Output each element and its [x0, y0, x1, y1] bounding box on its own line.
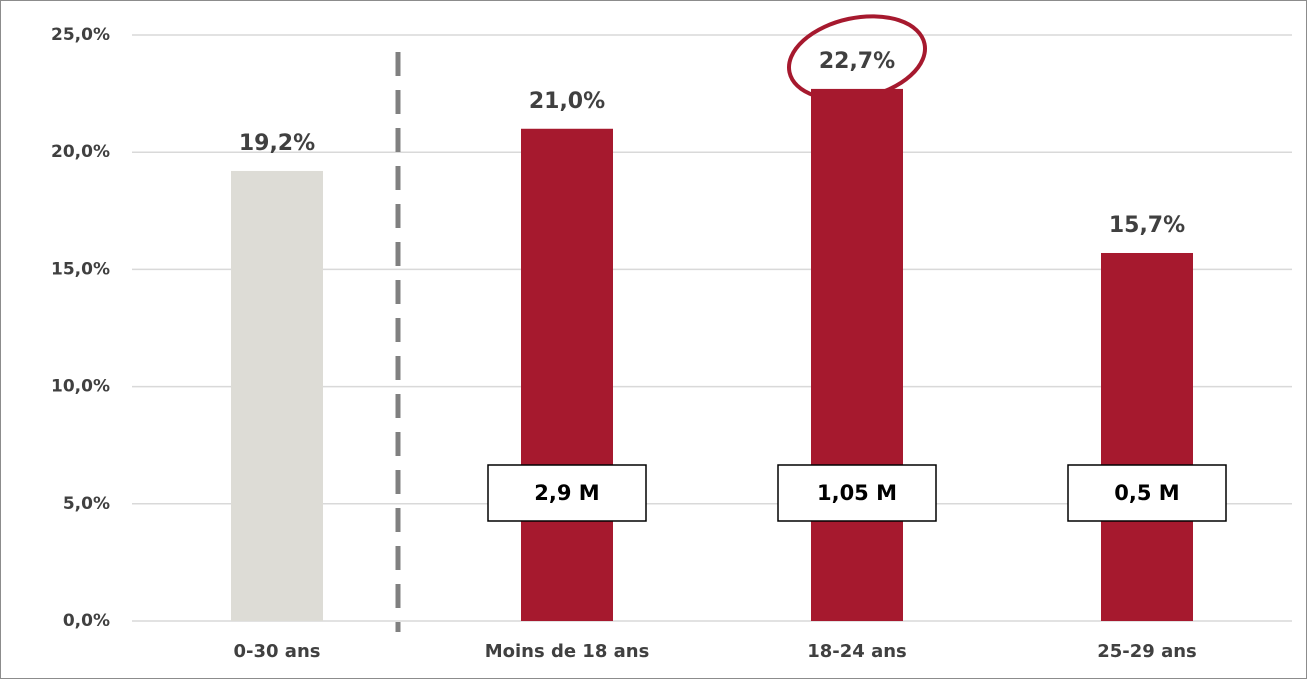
bar — [811, 88, 903, 622]
x-tick-label: Moins de 18 ans — [485, 641, 650, 662]
bar — [231, 170, 323, 621]
x-tick-label: 25-29 ans — [1097, 641, 1197, 662]
x-tick-label: 18-24 ans — [807, 641, 907, 662]
y-tick-label: 20,0% — [51, 142, 110, 162]
y-tick-label: 10,0% — [51, 377, 110, 397]
value-label: 21,0% — [529, 89, 605, 114]
value-label: 15,7% — [1109, 213, 1185, 238]
y-tick-label: 25,0% — [51, 25, 110, 45]
annotation: 0,5 M — [1114, 481, 1179, 505]
y-tick-label: 15,0% — [51, 259, 110, 279]
value-label: 19,2% — [239, 131, 315, 156]
annotation: 1,05 M — [817, 481, 897, 505]
x-tick-label: 0-30 ans — [234, 641, 321, 662]
annotation-box — [1067, 464, 1227, 522]
value-label: 22,7% — [819, 49, 895, 74]
annotation-box — [487, 464, 647, 522]
y-tick-label: 0,0% — [63, 611, 110, 631]
y-tick-label: 5,0% — [63, 494, 110, 514]
annotation: 2,9 M — [534, 481, 599, 505]
annotation-box — [777, 464, 937, 522]
bar — [521, 128, 613, 621]
bar — [1101, 252, 1193, 621]
